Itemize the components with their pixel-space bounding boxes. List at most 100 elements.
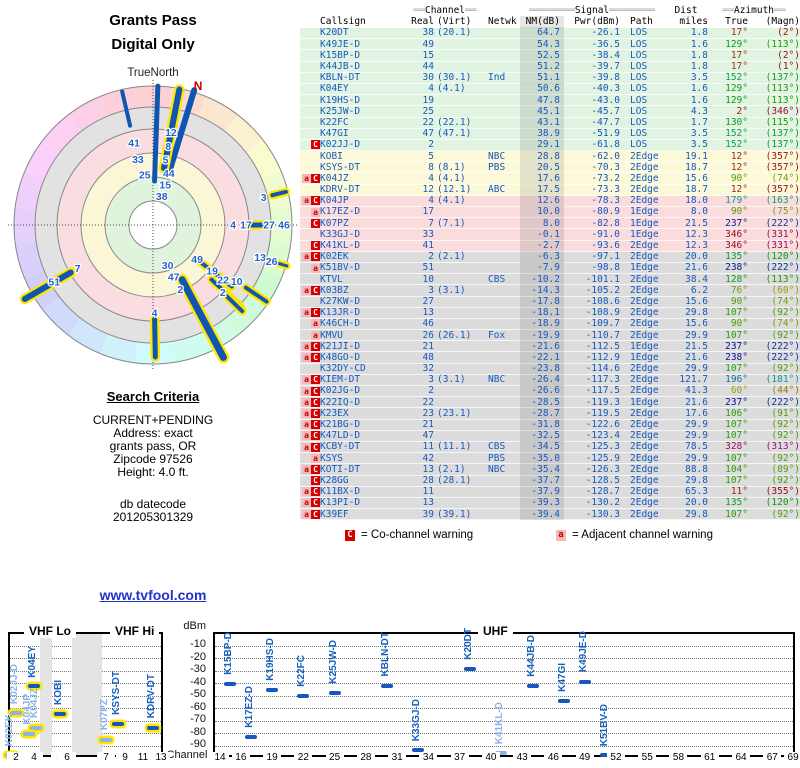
co-channel-warning-icon: C <box>311 408 320 418</box>
y-tick-label: -70 <box>190 713 206 725</box>
adjacent-channel-warning-icon: a <box>302 196 311 206</box>
station-label: KBLN-DT <box>379 632 391 677</box>
cell-callsign: K03BZ <box>320 284 349 296</box>
cell-callsign: K25JW-D <box>320 105 361 117</box>
cell-real-channel: 13 <box>422 497 434 509</box>
cell-miles: 29.8 <box>685 307 708 319</box>
cell-azimuth-magnetic: (75°) <box>771 206 800 218</box>
co-channel-warning-icon: C <box>311 353 320 363</box>
cell-path: 2Edge <box>630 295 659 307</box>
cell-azimuth-true: 346° <box>725 240 748 252</box>
cell-power: -39.8 <box>591 72 620 84</box>
cell-path: 1Edge <box>630 351 659 363</box>
tvfool-link[interactable]: www.tvfool.com <box>99 587 207 603</box>
station-label: K07PZ <box>99 699 110 731</box>
x-tick-label: 37 <box>450 752 469 763</box>
table-row: K20DT 38 (20.1) 64.7 -26.1 LOS 1.8 17° (2°) <box>300 27 800 40</box>
cell-miles: 29.8 <box>685 508 708 520</box>
cell-azimuth-true: 107° <box>725 307 748 319</box>
cell-real-channel: 41 <box>422 240 434 252</box>
cell-virtual-channel: (23.1) <box>437 407 472 419</box>
station-label: K41KL-D <box>494 701 506 744</box>
cell-real-channel: 4 <box>428 83 434 95</box>
table-row: KSYS-DT 8 (8.1) PBS 20.5 -70.3 2Edge 18.7 12° (35… <box>300 161 800 174</box>
cell-miles: 21.6 <box>685 351 708 363</box>
x-tick-label: 13 <box>152 752 170 763</box>
cell-power: -73.2 <box>591 172 620 184</box>
cell-azimuth-true: 11° <box>730 486 748 498</box>
warning-markers: C <box>300 140 320 150</box>
table-row: K27KW-D 27 -17.8 -108.6 2Edge 15.6 90° (74°) <box>300 295 800 308</box>
cell-azimuth-true: 135° <box>725 497 748 509</box>
co-channel-warning-icon: C <box>311 341 320 351</box>
cell-real-channel: 13 <box>422 463 434 475</box>
cell-virtual-channel: (20.1) <box>437 27 472 39</box>
cell-azimuth-true: 237° <box>725 396 748 408</box>
table-row: a C K22IQ-D 22 -28.5 -119.3 1Edge 21.6 237° (222°… <box>300 396 800 409</box>
cell-power: -26.1 <box>591 27 620 39</box>
station-label: K17EZ-D <box>244 686 256 729</box>
cell-azimuth-true: 17° <box>730 49 748 61</box>
table-row: a C K23EX 23 (23.1) -28.7 -119.5 2Edge 17.6 106° (… <box>300 407 800 420</box>
cell-azimuth-magnetic: (92°) <box>771 329 800 341</box>
cell-real-channel: 47 <box>422 430 434 442</box>
cell-callsign: K22IQ-D <box>320 396 361 408</box>
cell-virtual-channel: (28.1) <box>437 474 472 486</box>
cell-noise-margin: -10.2 <box>520 273 564 285</box>
cell-miles: 3.5 <box>690 72 708 84</box>
cell-real-channel: 47 <box>422 128 434 140</box>
station-marker <box>224 682 237 686</box>
cell-power: -40.3 <box>591 83 620 95</box>
station-label: K49JE-D <box>577 631 589 673</box>
radar-spoke <box>161 86 183 172</box>
cell-noise-margin: 28.8 <box>520 150 564 162</box>
cell-real-channel: 19 <box>422 94 434 106</box>
cell-azimuth-true: 196° <box>725 374 748 386</box>
cell-callsign: K07PZ <box>320 217 349 229</box>
cell-path: 2Edge <box>630 251 659 263</box>
table-row: K47GI 47 (47.1) 38.9 -51.9 LOS 3.5 152° (137°) <box>300 128 800 140</box>
co-channel-warning-icon: C <box>345 529 355 541</box>
cell-azimuth-true: 152° <box>725 139 748 151</box>
co-channel-warning-icon: C <box>311 509 320 519</box>
radar-channel-label: 19 <box>206 266 218 278</box>
adjacent-channel-warning-icon: a <box>302 285 311 295</box>
cell-azimuth-magnetic: (74°) <box>771 295 800 307</box>
y-tick-label: -20 <box>190 650 206 663</box>
radar-channel-label: 5 <box>163 155 169 167</box>
cell-callsign: K22FC <box>320 116 349 128</box>
uhf-chart-panel: 14 16 19 22 25 28 31 34 37 40 43 46 49 52 55 58 61 64 67 69… <box>211 628 800 763</box>
cell-azimuth-true: 129° <box>725 38 748 50</box>
table-row: K33GJ-D 33 -0.1 -91.0 1Edge 12.3 346° (331°) <box>300 228 800 241</box>
azimuth-group-header-text: Azimuth <box>733 5 775 17</box>
cell-power: -47.7 <box>591 116 620 128</box>
cell-path: LOS <box>630 139 648 151</box>
x-tick-label: 46 <box>544 752 563 763</box>
cell-power: -114.6 <box>585 363 620 375</box>
cell-callsign: K48GO-D <box>320 351 361 363</box>
gridline <box>215 720 793 722</box>
cell-noise-margin: 50.6 <box>520 83 564 95</box>
cell-path: LOS <box>630 116 648 128</box>
co-channel-warning-icon: C <box>311 196 320 206</box>
cell-azimuth-true: 238° <box>725 351 748 363</box>
cell-virtual-channel: (47.1) <box>437 128 472 140</box>
co-channel-warning-icon: C <box>311 218 320 228</box>
cell-azimuth-magnetic: (355°) <box>765 486 800 498</box>
cell-path: LOS <box>630 72 648 84</box>
cell-noise-margin: -26.6 <box>520 385 564 397</box>
cell-azimuth-magnetic: (60°) <box>771 284 800 296</box>
cell-path: 2Edge <box>630 430 659 442</box>
table-row: a C KIEM-DT 3 (3.1) NBC -26.4 -117.3 2Edge 121.7 1… <box>300 374 800 386</box>
cell-callsign: KSYS-DT <box>320 161 361 173</box>
radar-channel-label: 38 <box>156 191 168 203</box>
cell-path: LOS <box>630 94 648 106</box>
cell-miles: 1.7 <box>690 116 708 128</box>
table-row: a C KOTI-DT 13 (2.1) NBC -35.4 -126.3 2Edge 88.8 1… <box>300 463 800 476</box>
cell-callsign: KTVL <box>320 273 343 285</box>
cell-power: -128.5 <box>585 474 620 486</box>
cell-callsign: K13JR-D <box>320 307 361 319</box>
cell-noise-margin: -18.1 <box>520 307 564 319</box>
x-tick-label: 34 <box>419 752 438 763</box>
